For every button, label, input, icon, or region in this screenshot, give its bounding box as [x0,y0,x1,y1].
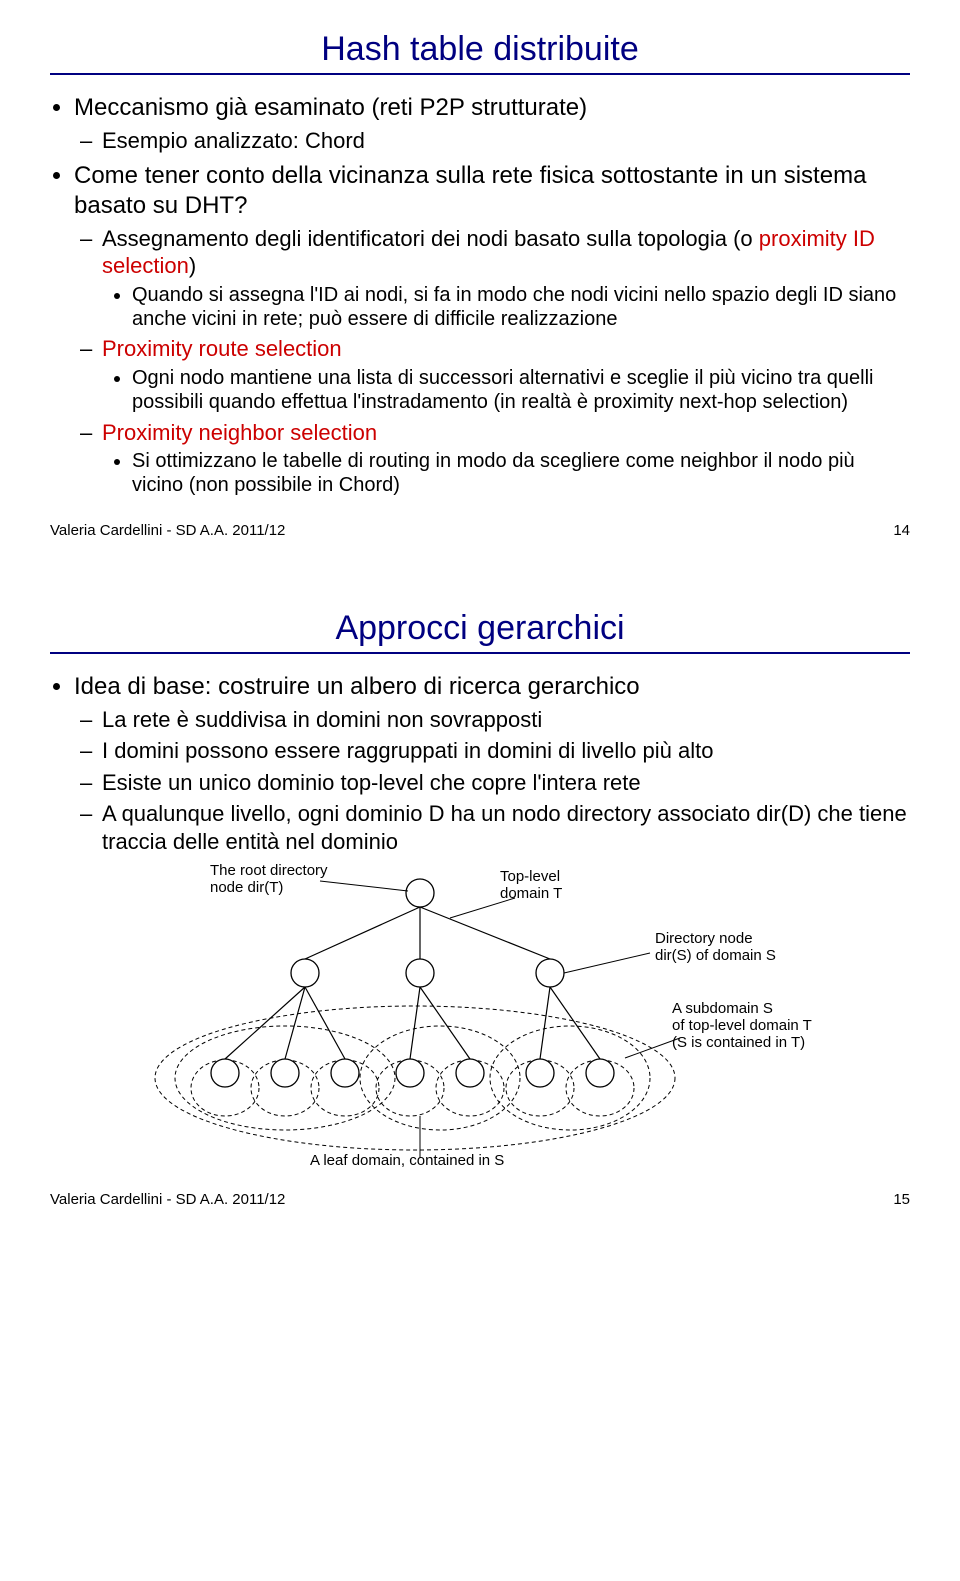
sub-bullet: La rete è suddivisa in domini non sovrap… [102,706,910,734]
svg-text:Directory node: Directory node [655,930,753,947]
hierarchy-diagram: The root directorynode dir(T) Top-leveldo… [50,863,910,1173]
svg-text:A leaf domain, contained in S: A leaf domain, contained in S [310,1152,504,1169]
slide1-bullets: Meccanismo già esaminato (reti P2P strut… [50,93,910,498]
highlight: Proximity neighbor selection [102,420,377,445]
svg-text:Top-level: Top-level [500,868,560,885]
bullet-text: Meccanismo già esaminato (reti P2P strut… [74,94,587,121]
bullet-text: Come tener conto della vicinanza sulla r… [74,162,866,219]
bullet: Come tener conto della vicinanza sulla r… [74,161,910,498]
highlight: Proximity route selection [102,336,342,361]
sub-sub-bullet: Quando si assegna l'ID ai nodi, si fa in… [132,283,910,332]
bullet: Idea di base: costruire un albero di ric… [74,672,910,856]
sub-bullet: A qualunque livello, ogni dominio D ha u… [102,800,910,855]
slide1-title: Hash table distribuite [50,30,910,75]
sub-bullet: Assegnamento degli identificatori dei no… [102,225,910,332]
slide-approci: Approcci gerarchici Idea di base: costru… [0,549,960,1184]
tree-svg: The root directorynode dir(T) Top-leveldo… [110,863,850,1173]
slide-hash-table: Hash table distribuite Meccanismo già es… [0,0,960,514]
svg-text:of top-level domain T: of top-level domain T [672,1017,812,1034]
sub-bullet: I domini possono essere raggruppati in d… [102,737,910,765]
footer-author: Valeria Cardellini - SD A.A. 2011/12 [50,522,285,539]
sub-bullet: Proximity neighbor selection Si ottimizz… [102,419,910,498]
footer-page: 14 [893,522,910,539]
slide2-bullets: Idea di base: costruire un albero di ric… [50,672,910,856]
sub-sub-bullet: Si ottimizzano le tabelle di routing in … [132,449,910,498]
sub-bullet: Esempio analizzato: Chord [102,127,910,155]
svg-text:node dir(T): node dir(T) [210,879,283,896]
svg-text:The root directory: The root directory [210,863,328,879]
sub-sub-bullet: Ogni nodo mantiene una lista di successo… [132,366,910,415]
svg-text:A subdomain S: A subdomain S [672,1000,773,1017]
sub-bullet: Esiste un unico dominio top-level che co… [102,769,910,797]
svg-text:domain T: domain T [500,885,562,902]
slide1-footer: Valeria Cardellini - SD A.A. 2011/12 14 [0,514,960,549]
slide2-title: Approcci gerarchici [50,609,910,654]
footer-page: 15 [893,1191,910,1208]
bullet: Meccanismo già esaminato (reti P2P strut… [74,93,910,155]
svg-text:dir(S) of domain S: dir(S) of domain S [655,947,776,964]
footer-author: Valeria Cardellini - SD A.A. 2011/12 [50,1191,285,1208]
slide2-footer: Valeria Cardellini - SD A.A. 2011/12 15 [0,1183,960,1218]
bullet-text: Idea di base: costruire un albero di ric… [74,673,640,700]
svg-text:(S is contained in T): (S is contained in T) [672,1034,805,1051]
sub-bullet: Proximity route selection Ogni nodo mant… [102,335,910,414]
